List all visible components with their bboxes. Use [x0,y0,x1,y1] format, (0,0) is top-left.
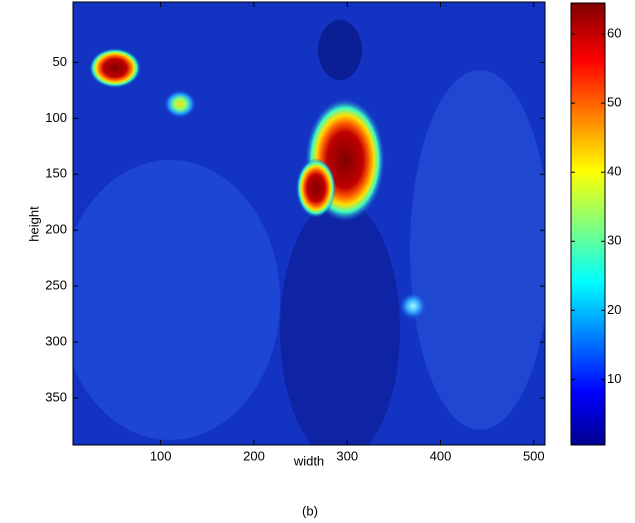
y-tick-label: 200 [45,222,67,237]
y-tick-label: 50 [53,54,67,69]
colorbar-tick-label: 50 [607,95,621,110]
x-tick-label: 500 [523,448,545,463]
y-tick-label: 350 [45,389,67,404]
y-tick-label: 150 [45,166,67,181]
x-axis-label: width [293,453,324,468]
colorbar-tick-label: 60 [607,26,621,41]
y-tick-label: 250 [45,278,67,293]
colorbar-tick-label: 40 [607,164,621,179]
x-tick-label: 300 [336,448,358,463]
x-tick-label: 400 [430,448,452,463]
colorbar-tick-label: 10 [607,371,621,386]
heatmap-image [60,2,550,460]
y-tick-label: 300 [45,334,67,349]
y-tick-label: 100 [45,110,67,125]
x-tick-label: 200 [243,448,265,463]
caption: (b) [302,503,318,518]
colorbar [571,3,605,445]
colorbar-tick-label: 30 [607,233,621,248]
y-axis-label: height [26,206,41,242]
figure: width height (b) 100 200 300 400 500 50 100 150… [0,0,635,523]
colorbar-tick-label: 20 [607,302,621,317]
x-tick-label: 100 [150,448,172,463]
